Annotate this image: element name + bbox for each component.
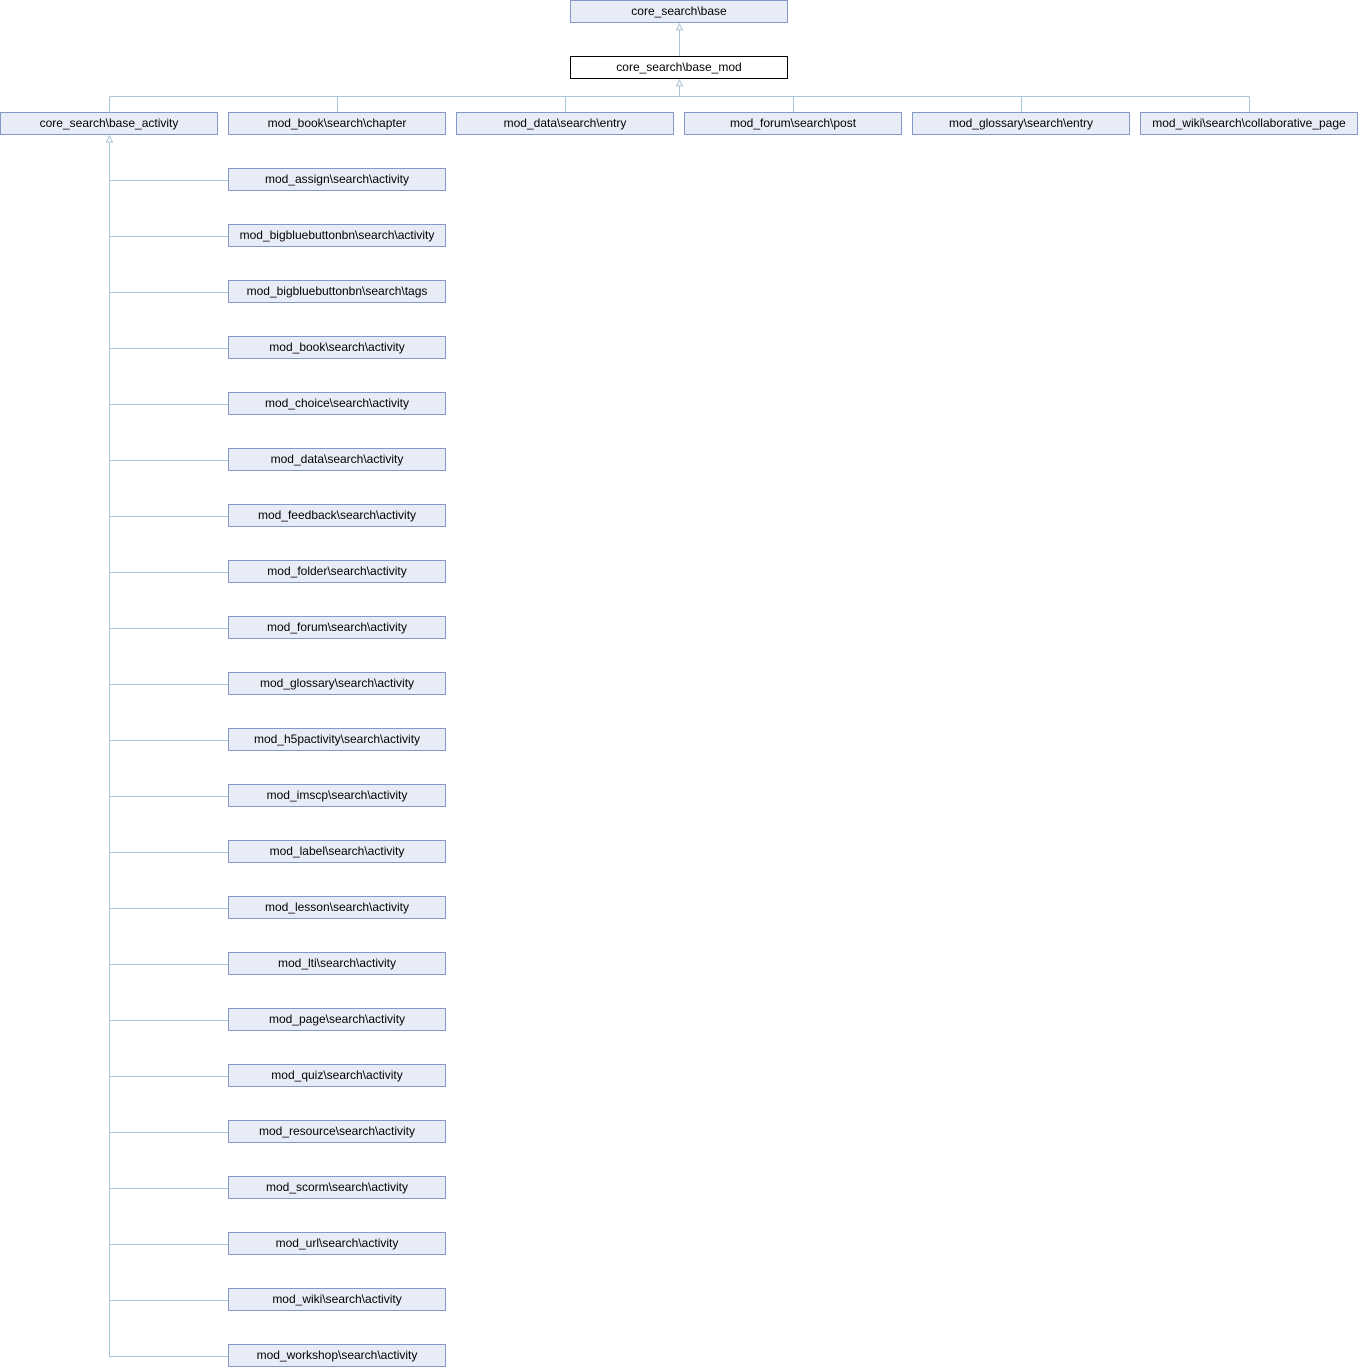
class-node-mod-bigbluebuttonbn-search-activity[interactable]: mod_bigbluebuttonbn\search\activity: [228, 224, 446, 247]
class-node-mod-wiki-search-collaborative-page[interactable]: mod_wiki\search\collaborative_page: [1140, 112, 1358, 135]
class-node-core-search-base-activity[interactable]: core_search\base_activity: [0, 112, 218, 135]
class-node-mod-resource-search-activity[interactable]: mod_resource\search\activity: [228, 1120, 446, 1143]
arrowhead-base: [675, 22, 684, 31]
class-node-mod-choice-search-activity[interactable]: mod_choice\search\activity: [228, 392, 446, 415]
class-node-mod-workshop-search-activity[interactable]: mod_workshop\search\activity: [228, 1344, 446, 1367]
class-node-core-search-base-mod: core_search\base_mod: [570, 56, 788, 79]
class-node-mod-book-search-activity[interactable]: mod_book\search\activity: [228, 336, 446, 359]
class-node-mod-folder-search-activity[interactable]: mod_folder\search\activity: [228, 560, 446, 583]
class-node-mod-h5pactivity-search-activity[interactable]: mod_h5pactivity\search\activity: [228, 728, 446, 751]
class-node-mod-data-search-entry[interactable]: mod_data\search\entry: [456, 112, 674, 135]
class-node-mod-quiz-search-activity[interactable]: mod_quiz\search\activity: [228, 1064, 446, 1087]
class-node-mod-scorm-search-activity[interactable]: mod_scorm\search\activity: [228, 1176, 446, 1199]
class-node-mod-assign-search-activity[interactable]: mod_assign\search\activity: [228, 168, 446, 191]
class-node-mod-glossary-search-entry[interactable]: mod_glossary\search\entry: [912, 112, 1130, 135]
arrowhead-base-activity: [105, 134, 114, 143]
class-node-core-search-base[interactable]: core_search\base: [570, 0, 788, 23]
class-node-mod-feedback-search-activity[interactable]: mod_feedback\search\activity: [228, 504, 446, 527]
class-node-mod-imscp-search-activity[interactable]: mod_imscp\search\activity: [228, 784, 446, 807]
class-node-mod-bigbluebuttonbn-search-tags[interactable]: mod_bigbluebuttonbn\search\tags: [228, 280, 446, 303]
class-node-mod-forum-search-activity[interactable]: mod_forum\search\activity: [228, 616, 446, 639]
arrowhead-base-mod: [675, 78, 684, 87]
class-node-mod-wiki-search-activity[interactable]: mod_wiki\search\activity: [228, 1288, 446, 1311]
class-node-mod-book-search-chapter[interactable]: mod_book\search\chapter: [228, 112, 446, 135]
class-node-mod-glossary-search-activity[interactable]: mod_glossary\search\activity: [228, 672, 446, 695]
class-node-mod-url-search-activity[interactable]: mod_url\search\activity: [228, 1232, 446, 1255]
class-node-mod-lesson-search-activity[interactable]: mod_lesson\search\activity: [228, 896, 446, 919]
class-node-mod-forum-search-post[interactable]: mod_forum\search\post: [684, 112, 902, 135]
class-node-mod-label-search-activity[interactable]: mod_label\search\activity: [228, 840, 446, 863]
class-node-mod-lti-search-activity[interactable]: mod_lti\search\activity: [228, 952, 446, 975]
class-node-mod-page-search-activity[interactable]: mod_page\search\activity: [228, 1008, 446, 1031]
class-node-mod-data-search-activity[interactable]: mod_data\search\activity: [228, 448, 446, 471]
